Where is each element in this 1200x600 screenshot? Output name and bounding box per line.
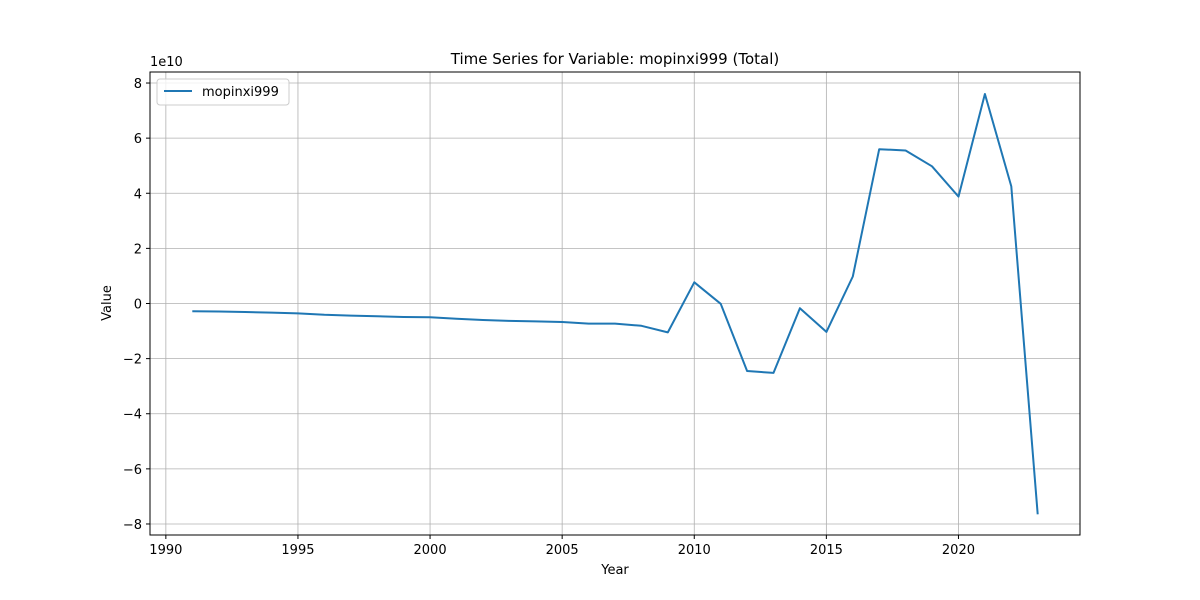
y-tick-label: 4: [134, 187, 142, 202]
y-tick-label: −6: [123, 463, 142, 478]
legend-box: [156, 78, 290, 106]
y-axis: −8 −6 −4 −2 0 2 4 6 8: [123, 77, 150, 533]
y-tick-label: −8: [123, 518, 142, 533]
y-tick-label: −4: [123, 408, 142, 423]
series-layer: [192, 93, 1039, 515]
y-tick-label: −2: [123, 353, 142, 368]
x-tick-label: 1990: [149, 543, 182, 558]
series-line-mopinxi999: [192, 93, 1039, 515]
y-tick-label: 2: [134, 242, 142, 257]
grid: [150, 72, 1080, 535]
y-tick-label: 8: [134, 77, 142, 92]
y-offset-label: 1e10: [150, 55, 183, 70]
x-tick-label: 2010: [678, 543, 711, 558]
x-tick-label: 2020: [942, 543, 975, 558]
x-tick-label: 2000: [414, 543, 447, 558]
y-tick-label: 0: [134, 298, 142, 313]
legend-label: mopinxi999: [202, 85, 279, 100]
y-tick-label: 6: [134, 132, 142, 147]
x-axis: 1990 1995 2000 2005 2010 2015 2020: [149, 535, 975, 558]
x-tick-label: 2015: [810, 543, 843, 558]
x-tick-label: 1995: [281, 543, 314, 558]
y-axis-label: Value: [100, 285, 115, 321]
legend: mopinxi999: [156, 78, 290, 106]
chart-title: Time Series for Variable: mopinxi999 (To…: [450, 50, 779, 68]
x-tick-label: 2005: [546, 543, 579, 558]
x-axis-label: Year: [600, 563, 629, 578]
